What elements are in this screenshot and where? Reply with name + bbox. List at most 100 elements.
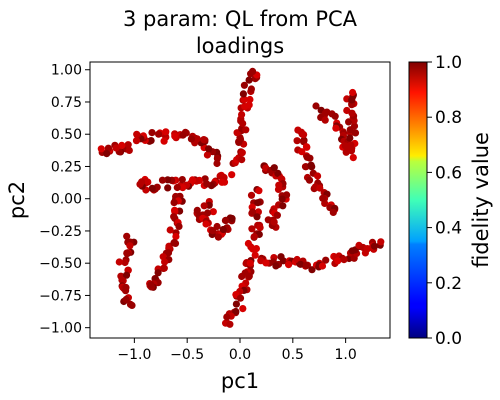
y-tick-label: 1.00: [51, 63, 82, 79]
scatter-point: [370, 242, 379, 250]
scatter-point: [314, 172, 322, 180]
scatter-point: [216, 172, 224, 180]
scatter-point: [112, 144, 120, 152]
scatter-point: [245, 101, 253, 109]
scatter-point: [240, 95, 248, 103]
scatter-point: [200, 136, 208, 144]
scatter-point: [363, 245, 371, 253]
scatter-point: [214, 233, 222, 241]
scatter-point: [155, 130, 163, 138]
scatter-point: [298, 148, 306, 156]
scatter-point: [264, 216, 272, 224]
scatter-point: [219, 225, 227, 234]
scatter-point: [103, 150, 111, 158]
scatter-point: [203, 151, 211, 159]
scatter-point: [213, 154, 221, 162]
scatter-point: [200, 202, 208, 210]
scatter-point: [242, 126, 250, 134]
scatter-point: [285, 261, 293, 269]
scatter-point: [255, 187, 263, 195]
x-tick-label: 0.5: [282, 347, 304, 363]
x-tick-label: 1.0: [335, 347, 357, 363]
scatter-point: [249, 67, 257, 75]
scatter-point: [171, 132, 179, 140]
scatter-point: [164, 176, 172, 184]
scatter-point: [123, 249, 131, 257]
scatter-point: [228, 214, 236, 223]
scatter-point: [252, 245, 260, 253]
scatter-point: [253, 213, 261, 221]
scatter-point: [232, 300, 240, 308]
x-tick-label: 0.0: [229, 347, 251, 363]
scatter-point: [126, 242, 134, 250]
scatter-point: [308, 266, 316, 274]
scatter-point: [312, 102, 320, 110]
scatter-point: [246, 95, 254, 104]
colorbar-tick-label: 0.2: [435, 274, 462, 294]
scatter-point: [305, 176, 314, 184]
scatter-point: [164, 249, 173, 257]
scatter-point: [251, 251, 259, 259]
scatter-point: [132, 137, 141, 145]
scatter-point: [239, 90, 247, 98]
scatter-point: [293, 137, 301, 145]
scatter-point: [246, 259, 254, 267]
colorbar-tick-label: 0.6: [435, 163, 462, 183]
scatter-point: [245, 272, 253, 280]
scatter-point: [233, 129, 241, 137]
y-tick-label: −0.50: [39, 256, 82, 272]
scatter-point: [306, 154, 314, 162]
scatter-point: [188, 176, 197, 184]
scatter-point: [270, 164, 278, 172]
y-tick-label: −1.00: [39, 321, 82, 337]
scatter-point: [329, 208, 337, 216]
chart-title-line-1: 3 param: QL from PCA: [123, 7, 358, 31]
y-tick-label: 0.75: [51, 95, 82, 111]
scatter-point: [209, 227, 217, 235]
scatter-point: [115, 258, 123, 266]
scatter-point: [202, 220, 210, 228]
scatter-point: [318, 262, 327, 270]
scatter-point: [148, 129, 156, 137]
scatter-point: [296, 260, 305, 268]
scatter-point: [218, 178, 226, 186]
x-axis-ticks: −1.0 −0.5 0.0 0.5 1.0: [117, 338, 357, 363]
scatter-point: [147, 281, 155, 289]
scatter-point: [238, 149, 246, 157]
scatter-point: [162, 128, 170, 136]
scatter-point: [238, 272, 246, 281]
scatter-point: [346, 134, 354, 142]
scatter-point: [238, 156, 246, 164]
colorbar: [408, 61, 428, 339]
scatter-point: [122, 271, 131, 279]
scatter-point: [228, 171, 236, 179]
scatter-point: [347, 141, 355, 149]
scatter-point: [349, 154, 357, 162]
scatter-point: [331, 112, 339, 120]
colorbar-tick-label: 0.0: [435, 329, 462, 349]
x-axis-label: pc1: [221, 369, 259, 393]
scatter-point: [97, 145, 105, 153]
scatter-point: [302, 261, 310, 269]
scatter-point: [170, 199, 178, 207]
scatter-point: [345, 118, 353, 126]
scatter-point: [125, 146, 133, 154]
scatter-point: [226, 320, 234, 328]
scatter-point: [122, 295, 130, 304]
scatter-point: [133, 130, 141, 138]
colorbar-tick-label: 1.0: [435, 53, 462, 73]
scatter-point: [179, 184, 187, 192]
scatter-point: [250, 233, 258, 241]
y-axis-label: pc2: [5, 181, 29, 219]
scatter-point: [121, 258, 129, 267]
scatter-point: [294, 126, 302, 134]
scatter-point: [279, 257, 287, 265]
scatter-point: [245, 76, 253, 84]
scatter-point: [349, 88, 357, 97]
scatter-point: [301, 163, 310, 171]
scatter-point: [340, 256, 348, 264]
scatter-point: [238, 111, 246, 119]
scatter-point: [319, 194, 327, 202]
scatter-point: [350, 122, 359, 130]
